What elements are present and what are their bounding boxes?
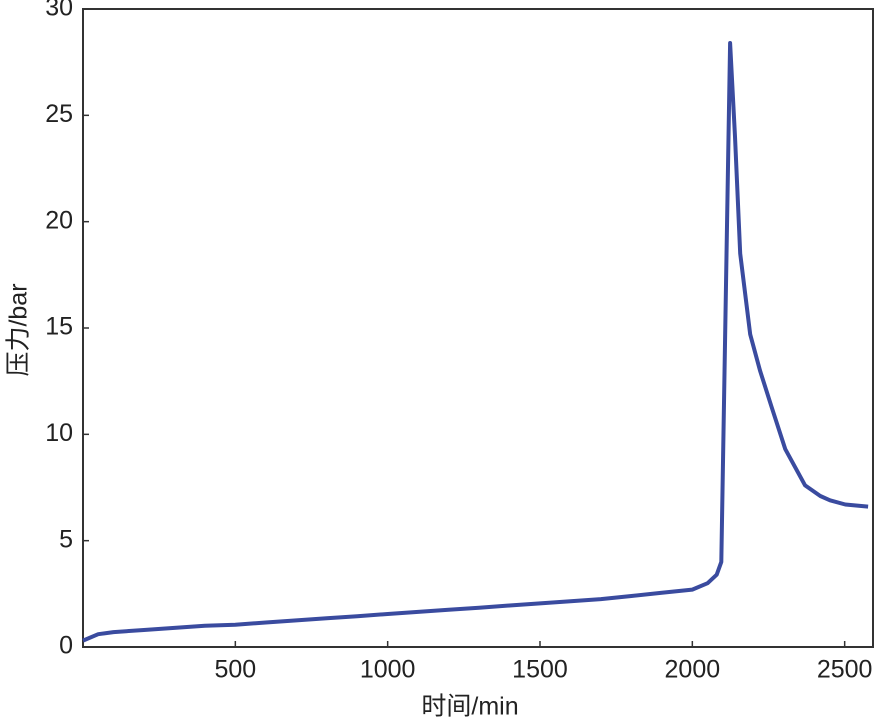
plot-frame: [82, 8, 874, 648]
x-tick-label: 1000: [360, 656, 416, 684]
y-tick-label: 25: [45, 100, 73, 128]
data-line: [82, 41, 869, 643]
x-tick-label: 500: [214, 656, 256, 684]
x-tick-label: 2000: [665, 656, 721, 684]
y-tick-label: 10: [45, 419, 73, 447]
y-tick-label: 15: [45, 313, 73, 341]
y-tick-label: 5: [59, 525, 73, 553]
x-tick-label: 1500: [512, 656, 568, 684]
y-tick-label: 30: [45, 0, 73, 22]
x-axis-label: 时间/min: [421, 693, 518, 721]
y-tick-label: 20: [45, 206, 73, 234]
y-tick-label: 0: [59, 632, 73, 660]
y-axis-label: 压力/bar: [5, 283, 33, 376]
x-tick-label: 2500: [817, 656, 873, 684]
